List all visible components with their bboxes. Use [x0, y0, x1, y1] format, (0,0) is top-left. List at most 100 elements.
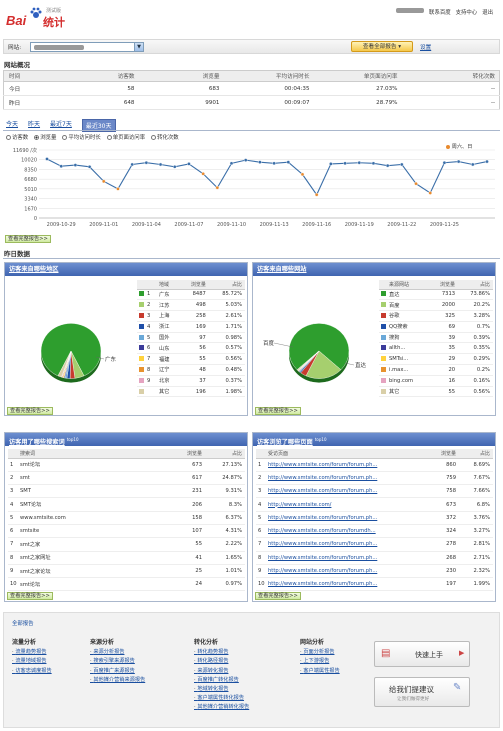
footer-report-link[interactable]: 流量趋势报告 — [12, 648, 52, 655]
table-row: 9 北京 37 0.37% — [137, 375, 245, 387]
data-point — [400, 162, 404, 167]
footer-report-link[interactable]: 客户端属性报告 — [300, 667, 339, 674]
data-point — [371, 161, 376, 166]
page-link[interactable]: http://www.smtsite.com/forum/forumdh... — [268, 524, 429, 539]
data-point — [130, 162, 134, 167]
data-point — [485, 159, 489, 164]
settings-link[interactable]: 设置 — [420, 45, 432, 51]
y-tick-label: 5010 — [24, 187, 37, 193]
legend-swatch — [381, 377, 386, 383]
table-row: 6 山东 56 0.57% — [137, 342, 245, 355]
page-link[interactable]: http://www.smtsite.com/forum/forum.ph... — [268, 458, 429, 472]
baidu-tongji-logo[interactable]: Bai 统计 测试版 — [6, 5, 76, 31]
keyword-more-link[interactable]: 查看完整报告>> — [7, 592, 53, 600]
legend-swatch — [139, 334, 144, 340]
tab-last-30-days[interactable]: 最近30天 — [81, 119, 116, 132]
col-views: 浏览量 — [138, 70, 224, 82]
site-select[interactable]: ▼ — [30, 42, 144, 52]
x-tick-label: 2009-11-10 — [217, 222, 246, 228]
footer-report-link[interactable]: 百度推广转化报告 — [194, 676, 249, 683]
footer-report-link[interactable]: 来源分析报告 — [90, 648, 145, 655]
y-tick-label: 6680 — [24, 177, 37, 183]
footer-col-traffic: 流量分析 流量趋势报告流量地域报告访客忠诚度报告 — [12, 637, 52, 674]
data-point — [456, 159, 461, 164]
data-point — [116, 187, 120, 191]
data-point — [158, 162, 163, 167]
data-point — [144, 160, 149, 165]
col-visitors: 访客数 — [63, 70, 139, 82]
footer-report-link[interactable]: 其他媒介营销转化报告 — [194, 703, 249, 710]
legend-swatch — [381, 345, 386, 351]
link-contact[interactable]: 联系百度 — [429, 10, 451, 16]
tab-last-7-days[interactable]: 最近7天 — [50, 121, 72, 128]
metric-conversions[interactable]: 转化次数 — [151, 133, 179, 141]
chevron-down-icon[interactable]: ▼ — [134, 43, 143, 51]
table-row: 5 国外 97 0.98% — [137, 332, 245, 344]
footer-report-link[interactable]: 客户端属性转化报告 — [194, 694, 249, 701]
footer-report-link[interactable]: 来源转化报告 — [194, 667, 249, 674]
col-avg-duration: 平均访问时长 — [223, 70, 314, 82]
footer-report-link[interactable]: 上下游报告 — [300, 657, 340, 664]
pie-slice — [305, 350, 342, 379]
site-name-blurred — [34, 45, 84, 50]
legend-swatch — [139, 312, 144, 318]
overview-table: 时间 访客数 浏览量 平均访问时长 单页面访问率 转化次数 今日 58 683 00:… — [3, 70, 500, 110]
y-tick-label: 11690 /次 — [13, 147, 37, 154]
view-all-reports-button[interactable]: 查看全部报告 ▾ — [351, 41, 413, 52]
page-link[interactable]: http://www.smtsite.com/forum/forum.ph... — [268, 551, 429, 565]
table-row: 3 上海 258 2.61% — [137, 310, 245, 322]
region-more-link[interactable]: 查看完整报告>> — [7, 407, 53, 415]
footer-report-link[interactable]: 地域转化报告 — [194, 685, 249, 692]
table-row: 4 http://www.smtsite.com/673 6.8% — [256, 497, 493, 512]
paw-icon — [30, 7, 42, 18]
data-point — [101, 179, 106, 184]
footer-report-link[interactable]: 流量地域报告 — [12, 657, 52, 664]
pages-more-link[interactable]: 查看完整报告>> — [255, 592, 301, 600]
pages-panel-title: 访客浏览了哪些页面 top10 — [253, 433, 495, 446]
x-tick-label: 2009-11-13 — [260, 222, 289, 228]
region-panel-title: 访客来自哪些地区 — [5, 263, 247, 276]
quick-start-button[interactable]: ▤ 快速上手 ▶ — [374, 641, 470, 667]
source-more-link[interactable]: 查看完整报告>> — [255, 407, 301, 415]
data-point — [300, 172, 305, 177]
col-bounce: 单页面访问率 — [313, 70, 402, 82]
legend-swatch — [139, 356, 144, 362]
metric-views[interactable]: 浏览量 — [34, 133, 56, 141]
footer-report-link[interactable]: 百度推广来源报告 — [90, 667, 145, 674]
page-link[interactable]: http://www.smtsite.com/forum/forum.ph... — [268, 577, 429, 592]
footer-report-link[interactable]: 访客忠诚度报告 — [12, 667, 51, 674]
page-link[interactable]: http://www.smtsite.com/forum/forum.ph... — [268, 484, 429, 499]
footer-col-source: 来源分析 来源分析报告搜索引擎来源报告百度推广来源报告其他媒介营销来源报告 — [90, 637, 145, 683]
metric-visitors[interactable]: 访客数 — [6, 133, 28, 141]
trend-more-link[interactable]: 查看完整报告>> — [5, 235, 51, 243]
logo-text: Bai — [6, 13, 27, 28]
metric-bounce[interactable]: 单页面访问率 — [106, 133, 145, 141]
page-link[interactable]: http://www.smtsite.com/forum/forum.ph... — [268, 511, 429, 525]
data-point — [87, 165, 92, 169]
site-bar: 网站: ▼ 查看全部报告 ▾ 设置 — [3, 39, 500, 54]
page-link[interactable]: http://www.smtsite.com/forum/forum.ph... — [268, 564, 429, 579]
data-point — [45, 157, 49, 161]
pie-slice — [57, 350, 72, 378]
y-tick-label: 10020 — [21, 158, 37, 164]
pie-label: 直达 — [355, 361, 367, 369]
tab-today[interactable]: 今天 — [6, 121, 19, 128]
pie-leader-line — [95, 356, 105, 360]
x-tick-label: 2009-11-07 — [174, 222, 203, 228]
feedback-button[interactable]: 给我们提建议 让我们做得更好 ✎ — [374, 677, 470, 707]
footer-report-link[interactable]: 其他媒介营销来源报告 — [90, 676, 145, 683]
table-row: QQ搜索 69 0.7% — [379, 321, 493, 333]
footer-report-link[interactable]: 搜索引擎来源报告 — [90, 657, 145, 664]
footer-report-link[interactable]: 转化趋势报告 — [194, 648, 249, 655]
legend-swatch — [381, 366, 386, 372]
link-logout[interactable]: 退出 — [482, 10, 493, 16]
data-point — [428, 191, 433, 195]
page-link[interactable]: http://www.smtsite.com/ — [268, 497, 429, 512]
metric-avg-duration[interactable]: 平均访问时长 — [62, 133, 101, 141]
link-support[interactable]: 支持中心 — [455, 10, 478, 16]
footer-report-link[interactable]: 转化路径报告 — [194, 657, 249, 664]
footer-report-link[interactable]: 页面分析报告 — [300, 648, 340, 655]
page-link[interactable]: http://www.smtsite.com/forum/forum.ph... — [268, 537, 429, 552]
page-link[interactable]: http://www.smtsite.com/forum/forum.ph... — [268, 471, 429, 486]
tab-yesterday[interactable]: 昨天 — [28, 121, 41, 128]
